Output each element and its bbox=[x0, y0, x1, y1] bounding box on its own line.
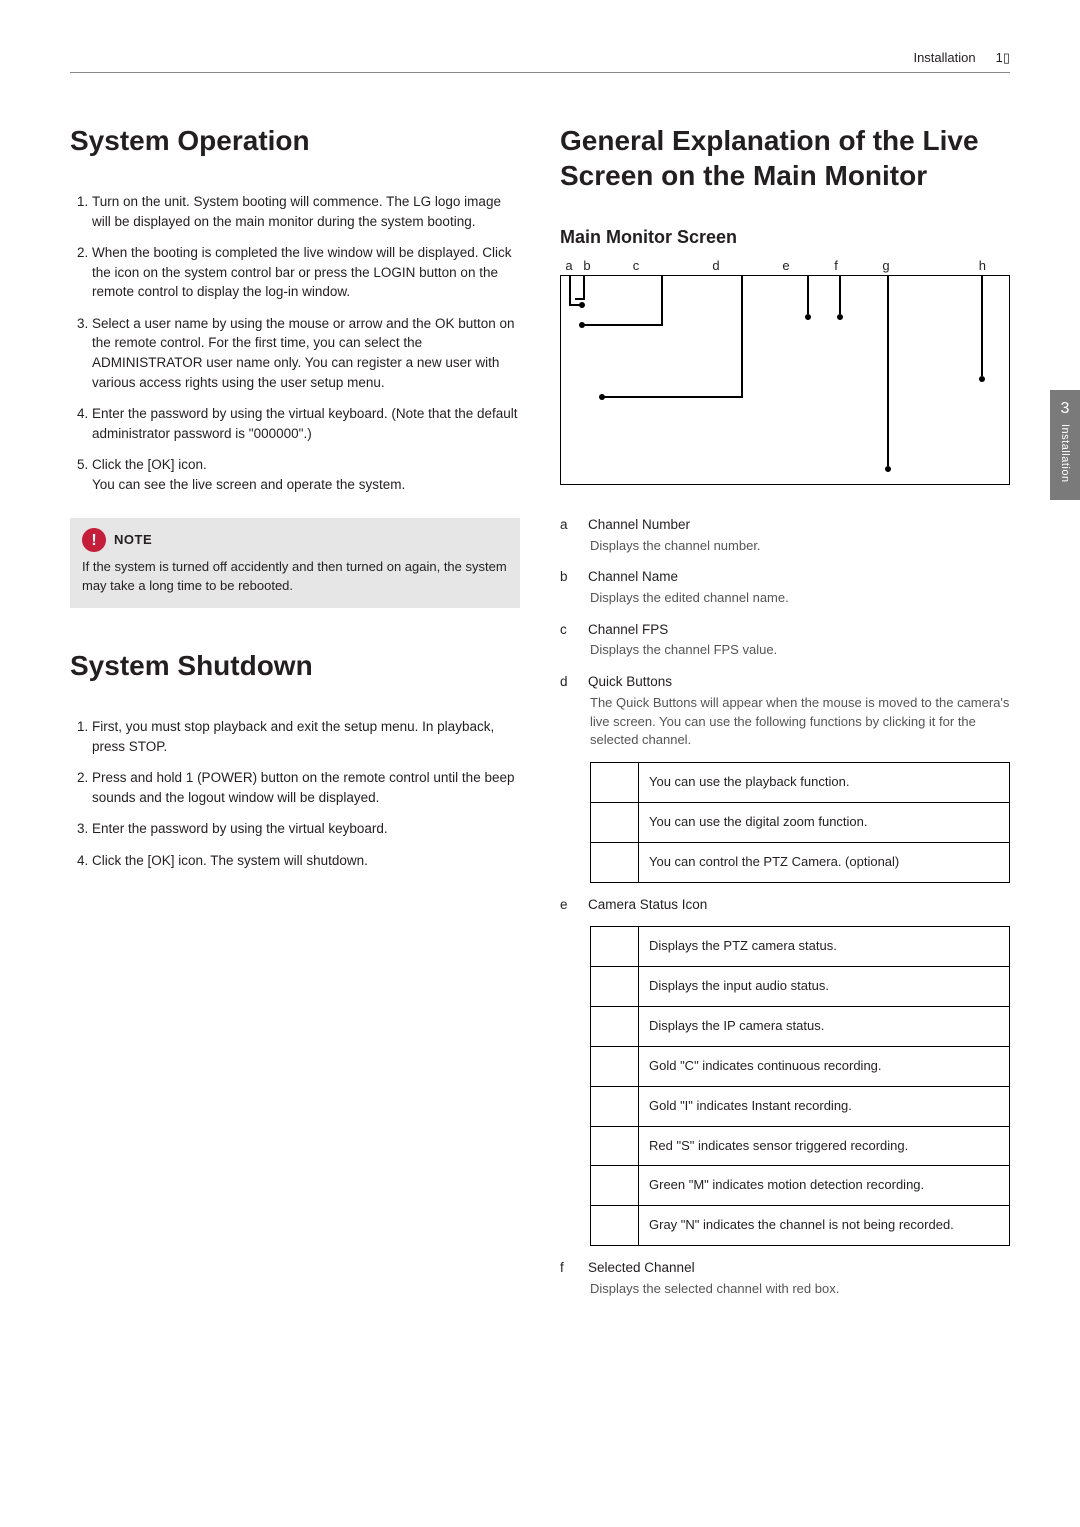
side-tab-number: 3 bbox=[1050, 400, 1080, 418]
diagram-label-f: f bbox=[816, 258, 856, 273]
table-cell: Displays the IP camera status. bbox=[639, 1007, 1010, 1047]
side-tab: 3 Installation bbox=[1050, 390, 1080, 500]
table-cell: Green "M" indicates motion detection rec… bbox=[639, 1166, 1010, 1206]
camera-status-table: Displays the PTZ camera status. Displays… bbox=[590, 926, 1010, 1246]
table-row: Gold "I" indicates Instant recording. bbox=[591, 1086, 1010, 1126]
diagram-label-c: c bbox=[596, 258, 676, 273]
icon-cell bbox=[591, 967, 639, 1007]
note-label: NOTE bbox=[114, 531, 152, 550]
system-operation-title: System Operation bbox=[70, 123, 520, 158]
table-cell: Displays the PTZ camera status. bbox=[639, 927, 1010, 967]
table-cell: You can control the PTZ Camera. (optiona… bbox=[639, 843, 1010, 883]
table-row: You can use the digital zoom function. bbox=[591, 803, 1010, 843]
table-cell: Gold "C" indicates continuous recording. bbox=[639, 1046, 1010, 1086]
icon-cell bbox=[591, 803, 639, 843]
monitor-diagram bbox=[560, 275, 1010, 485]
def-b: b Channel Name Displays the edited chann… bbox=[560, 567, 1010, 607]
diagram-label-a: a bbox=[560, 258, 578, 273]
general-explanation-title: General Explanation of the Live Screen o… bbox=[560, 123, 1010, 193]
diagram-label-b: b bbox=[578, 258, 596, 273]
side-tab-label: Installation bbox=[1059, 424, 1071, 483]
diagram-labels: a b c d e f g h bbox=[560, 258, 1010, 273]
main-monitor-subhead: Main Monitor Screen bbox=[560, 227, 1010, 248]
def-f: f Selected Channel Displays the selected… bbox=[560, 1258, 1010, 1298]
note-box: ! NOTE If the system is turned off accid… bbox=[70, 518, 520, 608]
diagram-label-e: e bbox=[756, 258, 816, 273]
list-item: Click the [OK] icon. The system will shu… bbox=[92, 851, 520, 871]
icon-cell bbox=[591, 763, 639, 803]
right-column: General Explanation of the Live Screen o… bbox=[560, 123, 1010, 1311]
table-row: Green "M" indicates motion detection rec… bbox=[591, 1166, 1010, 1206]
left-column: System Operation Turn on the unit. Syste… bbox=[70, 123, 520, 1311]
icon-cell bbox=[591, 1007, 639, 1047]
icon-cell bbox=[591, 1126, 639, 1166]
header-section: Installation bbox=[913, 50, 975, 65]
table-cell: Displays the input audio status. bbox=[639, 967, 1010, 1007]
table-row: Displays the input audio status. bbox=[591, 967, 1010, 1007]
def-d: d Quick Buttons The Quick Buttons will a… bbox=[560, 672, 1010, 750]
icon-cell bbox=[591, 1086, 639, 1126]
table-cell: You can use the playback function. bbox=[639, 763, 1010, 803]
system-shutdown-steps: First, you must stop playback and exit t… bbox=[70, 717, 520, 870]
system-operation-steps: Turn on the unit. System booting will co… bbox=[70, 192, 520, 494]
table-cell: Gold "I" indicates Instant recording. bbox=[639, 1086, 1010, 1126]
list-item: Enter the password by using the virtual … bbox=[92, 819, 520, 839]
alert-icon: ! bbox=[82, 528, 106, 552]
list-item: Click the [OK] icon. You can see the liv… bbox=[92, 455, 520, 494]
icon-cell bbox=[591, 1206, 639, 1246]
note-text: If the system is turned off accidently a… bbox=[82, 558, 508, 596]
table-row: Displays the PTZ camera status. bbox=[591, 927, 1010, 967]
icon-cell bbox=[591, 843, 639, 883]
list-item: Turn on the unit. System booting will co… bbox=[92, 192, 520, 231]
def-e: e Camera Status Icon bbox=[560, 895, 1010, 915]
diagram-label-h: h bbox=[916, 258, 986, 273]
definitions: a Channel Number Displays the channel nu… bbox=[560, 515, 1010, 1299]
quick-buttons-table: You can use the playback function. You c… bbox=[590, 762, 1010, 883]
system-shutdown-title: System Shutdown bbox=[70, 648, 520, 683]
table-cell: Gray "N" indicates the channel is not be… bbox=[639, 1206, 1010, 1246]
list-item: Press and hold 1 (POWER) button on the r… bbox=[92, 768, 520, 807]
header-page-number: 1▯ bbox=[996, 50, 1010, 66]
page-header: Installation 1▯ bbox=[70, 50, 1010, 73]
table-row: Displays the IP camera status. bbox=[591, 1007, 1010, 1047]
table-cell: Red "S" indicates sensor triggered recor… bbox=[639, 1126, 1010, 1166]
list-item: First, you must stop playback and exit t… bbox=[92, 717, 520, 756]
table-row: You can control the PTZ Camera. (optiona… bbox=[591, 843, 1010, 883]
icon-cell bbox=[591, 927, 639, 967]
diagram-label-g: g bbox=[856, 258, 916, 273]
table-row: Red "S" indicates sensor triggered recor… bbox=[591, 1126, 1010, 1166]
table-row: Gray "N" indicates the channel is not be… bbox=[591, 1206, 1010, 1246]
def-c: c Channel FPS Displays the channel FPS v… bbox=[560, 620, 1010, 660]
icon-cell bbox=[591, 1166, 639, 1206]
list-item: When the booting is completed the live w… bbox=[92, 243, 520, 302]
def-a: a Channel Number Displays the channel nu… bbox=[560, 515, 1010, 555]
table-row: Gold "C" indicates continuous recording. bbox=[591, 1046, 1010, 1086]
table-cell: You can use the digital zoom function. bbox=[639, 803, 1010, 843]
list-item: Enter the password by using the virtual … bbox=[92, 404, 520, 443]
list-item: Select a user name by using the mouse or… bbox=[92, 314, 520, 392]
icon-cell bbox=[591, 1046, 639, 1086]
table-row: You can use the playback function. bbox=[591, 763, 1010, 803]
diagram-label-d: d bbox=[676, 258, 756, 273]
